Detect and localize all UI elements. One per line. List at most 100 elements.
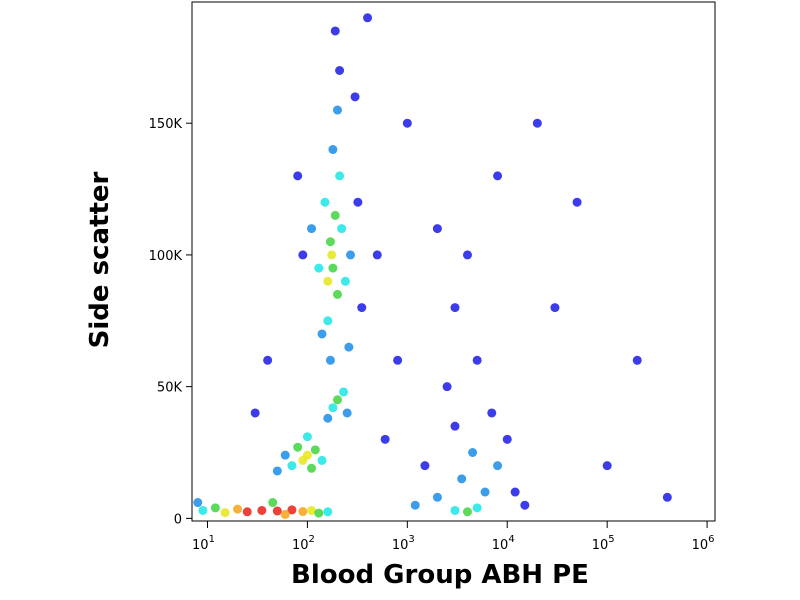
event-point <box>314 508 324 518</box>
event-point <box>335 171 345 181</box>
event-point <box>335 65 345 75</box>
event-point <box>450 421 460 431</box>
event-point <box>198 505 208 515</box>
event-point <box>293 171 303 181</box>
event-point <box>317 329 327 339</box>
event-point <box>410 500 420 510</box>
event-point <box>272 466 282 476</box>
event-point <box>457 474 467 484</box>
event-point <box>363 13 373 23</box>
event-point <box>314 263 324 273</box>
x-tick-base: 10 <box>492 538 509 553</box>
event-point <box>220 508 230 518</box>
event-point <box>325 237 335 247</box>
x-axis-label: Blood Group ABH PE <box>291 560 589 590</box>
event-point <box>332 105 342 115</box>
event-point <box>193 498 203 508</box>
event-point <box>632 355 642 365</box>
x-tick-label: 102 <box>292 534 315 553</box>
event-point <box>323 316 333 326</box>
event-point <box>337 224 347 234</box>
x-tick-base: 10 <box>592 538 609 553</box>
event-point <box>432 224 442 234</box>
event-point <box>323 507 333 517</box>
x-tick-exponent: 1 <box>209 534 215 545</box>
event-point <box>302 432 312 442</box>
x-tick-label: 103 <box>392 534 415 553</box>
event-point <box>242 507 252 517</box>
event-point <box>550 303 560 313</box>
event-point <box>328 145 338 155</box>
event-point <box>339 387 349 397</box>
event-point <box>502 434 512 444</box>
event-point <box>332 289 342 299</box>
event-point <box>287 461 297 471</box>
event-point <box>287 505 297 515</box>
x-tick-base: 10 <box>392 538 409 553</box>
x-tick-exponent: 5 <box>608 534 614 545</box>
event-point <box>257 505 267 515</box>
event-point <box>450 303 460 313</box>
event-point <box>310 445 320 455</box>
x-tick-label: 105 <box>592 534 615 553</box>
event-point <box>272 506 282 516</box>
event-point <box>325 355 335 365</box>
event-point <box>432 492 442 502</box>
y-tick-label: 150K <box>149 117 183 132</box>
event-point <box>532 118 542 128</box>
event-point <box>340 276 350 286</box>
event-point <box>493 461 503 471</box>
x-tick-exponent: 2 <box>308 534 314 545</box>
x-tick-exponent: 6 <box>708 534 714 545</box>
event-point <box>380 434 390 444</box>
event-point <box>317 455 327 465</box>
event-point <box>328 263 338 273</box>
event-point <box>357 303 367 313</box>
event-point <box>293 442 303 452</box>
event-point <box>450 505 460 515</box>
x-tick-label: 101 <box>192 534 215 553</box>
event-point <box>472 355 482 365</box>
event-point <box>572 197 582 207</box>
event-point <box>323 276 333 286</box>
event-point <box>520 500 530 510</box>
event-point <box>332 395 342 405</box>
event-point <box>342 408 352 418</box>
event-point <box>307 224 317 234</box>
event-point <box>372 250 382 260</box>
event-point <box>298 507 308 517</box>
event-point <box>327 250 337 260</box>
event-point <box>268 498 278 508</box>
event-point <box>472 503 482 513</box>
x-tick-label: 106 <box>692 534 715 553</box>
event-point <box>344 342 354 352</box>
event-point <box>350 92 360 102</box>
event-point <box>330 26 340 36</box>
event-point <box>402 118 412 128</box>
event-point <box>353 197 363 207</box>
event-point <box>462 250 472 260</box>
y-tick-label: 50K <box>157 381 183 396</box>
event-point <box>487 408 497 418</box>
x-tick-base: 10 <box>192 538 209 553</box>
event-point <box>346 250 356 260</box>
x-tick-base: 10 <box>692 538 709 553</box>
y-tick-label: 0 <box>174 512 182 527</box>
event-point <box>298 250 308 260</box>
event-point <box>307 463 317 473</box>
event-point <box>420 461 430 471</box>
event-point <box>662 492 672 502</box>
event-point <box>233 504 243 514</box>
event-point <box>323 413 333 423</box>
event-point <box>280 450 290 460</box>
event-point <box>280 509 290 519</box>
y-tick-label: 100K <box>149 249 183 264</box>
y-axis-label: Side scatter <box>85 171 115 348</box>
event-point <box>462 507 472 517</box>
x-tick-base: 10 <box>292 538 309 553</box>
event-point <box>320 197 330 207</box>
event-point <box>510 487 520 497</box>
event-point <box>330 210 340 220</box>
